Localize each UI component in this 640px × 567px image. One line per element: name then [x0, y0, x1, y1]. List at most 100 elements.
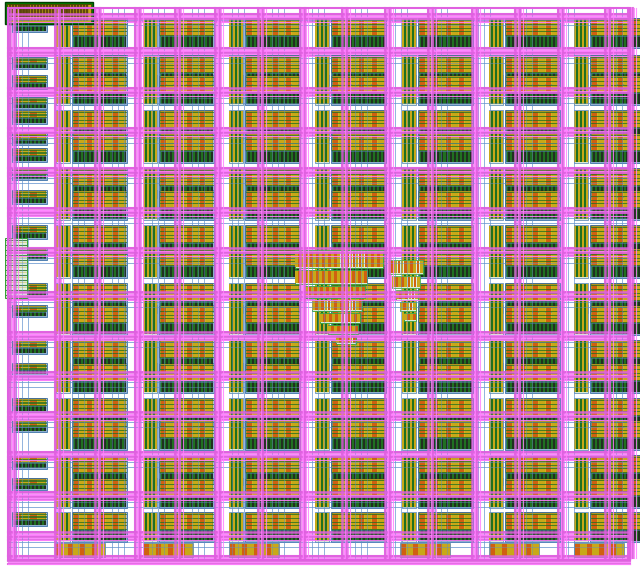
Bar	[552, 20, 557, 35]
Bar	[522, 358, 524, 369]
Bar	[195, 36, 196, 47]
Bar	[23, 348, 26, 353]
Bar	[29, 135, 36, 139]
Bar	[145, 513, 147, 541]
Bar	[414, 249, 416, 277]
Bar	[372, 208, 375, 219]
Bar	[513, 307, 519, 322]
Bar	[203, 93, 205, 104]
Bar	[108, 358, 109, 369]
Bar	[250, 301, 252, 312]
Bar	[616, 93, 618, 104]
Bar	[62, 191, 64, 219]
Bar	[456, 358, 458, 369]
Bar	[454, 530, 456, 541]
Bar	[348, 530, 350, 541]
Bar	[250, 530, 252, 541]
Bar	[170, 530, 172, 541]
Bar	[591, 479, 640, 496]
Bar	[17, 427, 19, 431]
Bar	[13, 312, 46, 316]
Bar	[83, 128, 85, 139]
Bar	[80, 400, 86, 415]
Bar	[80, 135, 86, 150]
Bar	[106, 192, 112, 207]
Bar	[377, 266, 379, 277]
Bar	[80, 112, 86, 127]
Bar	[356, 208, 358, 219]
Bar	[377, 251, 380, 267]
Bar	[513, 227, 519, 242]
Bar	[532, 422, 538, 437]
Bar	[162, 186, 164, 197]
Bar	[206, 422, 212, 437]
Bar	[607, 530, 609, 541]
Bar	[431, 358, 433, 369]
Bar	[518, 496, 520, 507]
Bar	[60, 169, 62, 197]
Bar	[246, 358, 248, 369]
Bar	[56, 513, 58, 541]
Bar	[595, 36, 597, 47]
Bar	[252, 151, 254, 162]
Bar	[162, 243, 164, 254]
Bar	[189, 186, 191, 197]
Bar	[229, 341, 231, 369]
Bar	[440, 93, 442, 104]
Bar	[180, 323, 182, 334]
Bar	[402, 75, 416, 105]
Bar	[155, 134, 157, 162]
Bar	[549, 496, 551, 507]
Bar	[599, 381, 601, 392]
Bar	[419, 438, 472, 449]
Bar	[506, 73, 508, 84]
Bar	[106, 135, 112, 150]
Bar	[235, 399, 237, 427]
Bar	[445, 250, 451, 265]
Bar	[534, 438, 536, 449]
Bar	[433, 93, 435, 104]
Bar	[99, 342, 105, 357]
Bar	[58, 284, 60, 312]
Bar	[574, 225, 588, 255]
Bar	[271, 323, 273, 334]
Bar	[355, 208, 356, 219]
Bar	[74, 480, 79, 495]
Bar	[42, 198, 44, 203]
Bar	[108, 128, 109, 139]
Bar	[499, 226, 501, 254]
Bar	[160, 301, 162, 312]
Bar	[552, 170, 557, 185]
Bar	[624, 457, 630, 472]
Bar	[466, 496, 468, 507]
Bar	[160, 93, 213, 104]
Bar	[534, 208, 536, 219]
Bar	[159, 75, 214, 105]
Bar	[93, 285, 99, 300]
Bar	[229, 168, 243, 198]
Bar	[623, 323, 626, 334]
Bar	[172, 266, 174, 277]
Bar	[408, 169, 410, 197]
Bar	[435, 93, 437, 104]
Bar	[160, 284, 213, 301]
Bar	[489, 190, 503, 220]
Bar	[531, 128, 532, 139]
Bar	[72, 110, 127, 140]
Bar	[266, 416, 268, 427]
Bar	[102, 93, 104, 104]
Bar	[40, 175, 42, 179]
Bar	[628, 36, 630, 47]
Bar	[38, 291, 40, 296]
Bar	[352, 20, 358, 35]
Bar	[458, 358, 460, 369]
Bar	[86, 457, 92, 472]
Bar	[34, 370, 36, 374]
Bar	[7, 4, 91, 22]
Bar	[250, 473, 252, 484]
Bar	[372, 128, 375, 139]
Bar	[626, 128, 628, 139]
Bar	[623, 36, 626, 47]
Bar	[160, 249, 213, 266]
Bar	[40, 520, 42, 525]
